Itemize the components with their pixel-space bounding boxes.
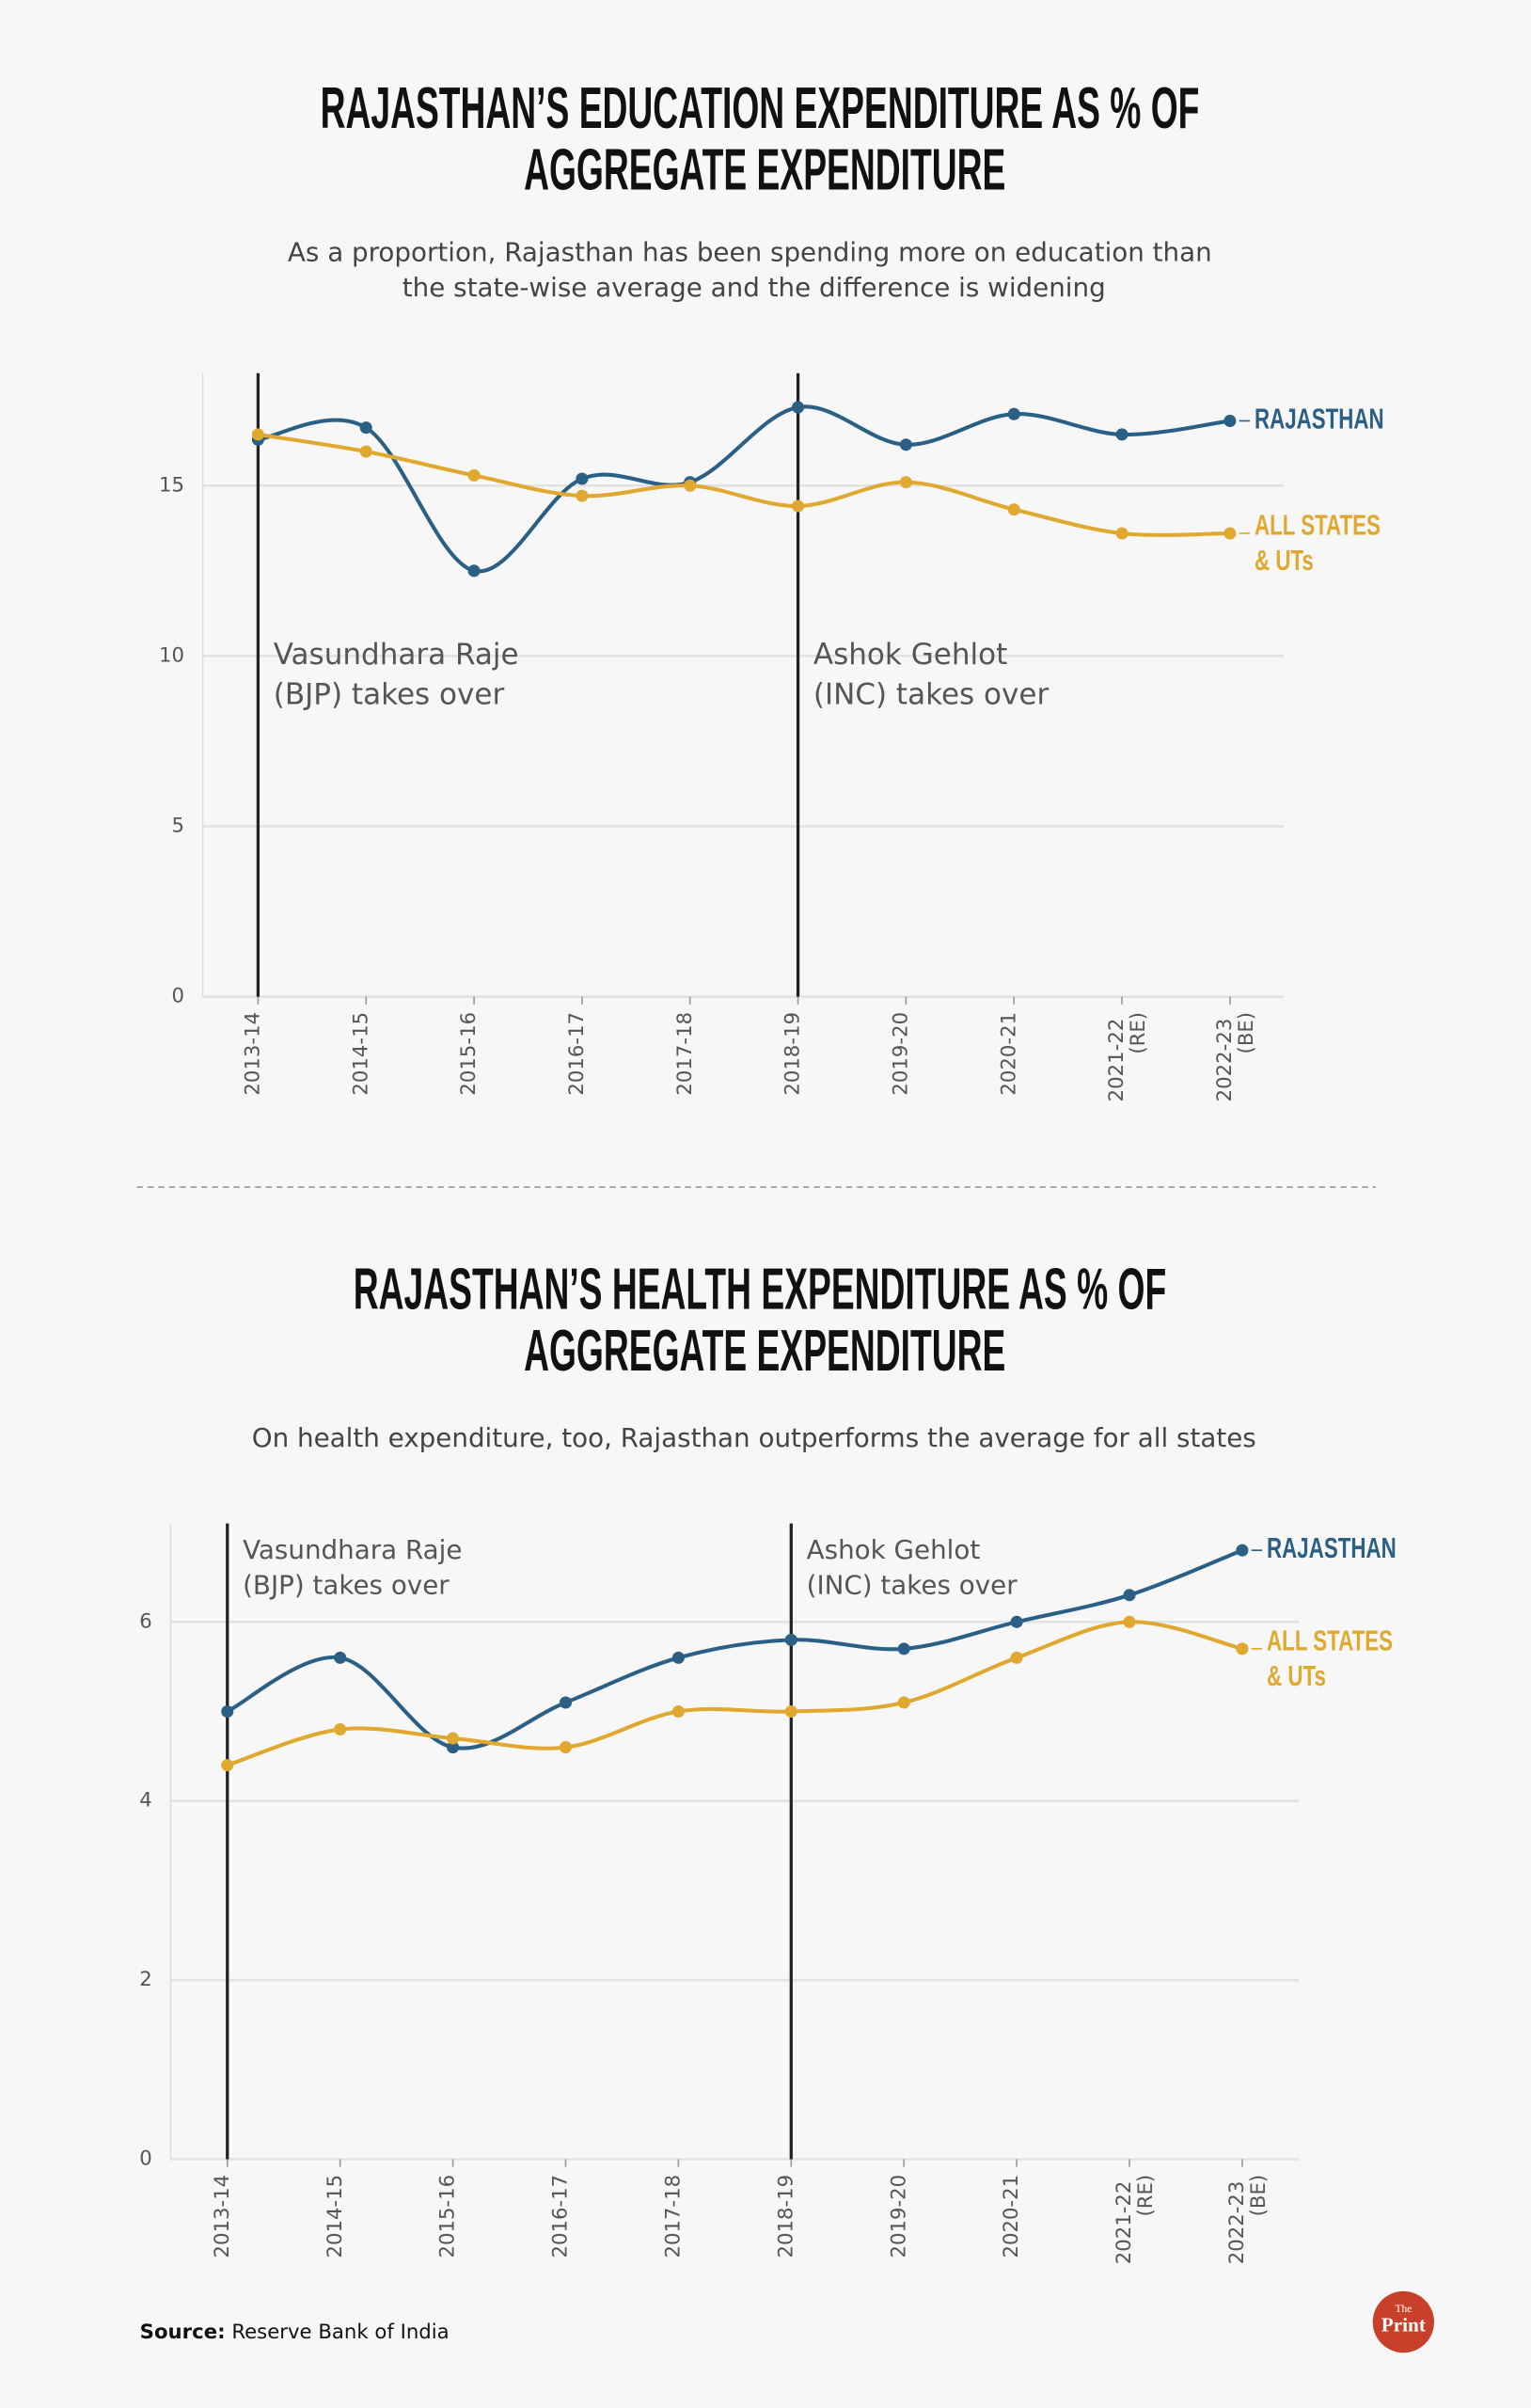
point <box>1007 503 1020 516</box>
y-tick-label: 4 <box>139 1789 152 1813</box>
point <box>897 1642 910 1656</box>
logo <box>1372 2290 1435 2353</box>
point <box>899 438 912 452</box>
series-line <box>258 432 1230 537</box>
point <box>221 1759 234 1772</box>
point <box>1123 1615 1136 1628</box>
point <box>334 1651 347 1664</box>
x-tick-label: 2016-17 <box>565 1012 589 1096</box>
point <box>1223 414 1237 427</box>
x-tick-label: 2022-23 (BE) <box>1213 1012 1258 1101</box>
source-label: Source: <box>140 2321 226 2344</box>
point <box>792 401 805 414</box>
y-tick-label: 5 <box>172 814 185 837</box>
chart-title: RAJASTHAN’S EDUCATION EXPENDITURE AS % O… <box>321 75 1209 201</box>
x-tick-label: 2015-16 <box>457 1012 481 1096</box>
series-label: RAJASTHAN <box>1255 403 1384 435</box>
logo-bottom: Print <box>1381 2313 1426 2336</box>
point <box>359 421 372 435</box>
series-line <box>226 1548 1243 1751</box>
chart-title: RAJASTHAN’S HEALTH EXPENDITURE AS % OF A… <box>354 1256 1176 1382</box>
point <box>784 1633 797 1646</box>
y-tick-label: 6 <box>139 1609 152 1633</box>
annotation: (INC) takes over <box>813 678 1050 712</box>
annotation: Vasundhara Raje <box>274 638 519 672</box>
y-tick-label: 0 <box>139 2147 152 2171</box>
x-tick-label: 2014-15 <box>349 1012 372 1096</box>
point <box>559 1741 573 1754</box>
point <box>559 1696 573 1709</box>
point <box>1115 527 1129 540</box>
x-tick-label: 2015-16 <box>436 2175 460 2258</box>
point <box>467 564 481 578</box>
x-tick-label: 2017-18 <box>661 2175 685 2258</box>
annotation: Ashok Gehlot <box>813 638 1007 672</box>
x-tick-label: 2017-18 <box>673 1012 697 1096</box>
point <box>671 1704 685 1719</box>
point <box>576 472 589 485</box>
series-label: ALL STATES & UTs <box>1267 1624 1398 1692</box>
x-tick-label: 2020-21 <box>1000 2175 1023 2258</box>
point <box>447 1732 460 1745</box>
point <box>792 499 805 513</box>
series-line <box>227 1620 1243 1767</box>
source: Source: Reserve Bank of India <box>140 2321 450 2344</box>
x-tick-label: 2013-14 <box>211 2175 234 2258</box>
logo-top: The <box>1396 2304 1413 2315</box>
x-tick-label: 2018-19 <box>781 1012 805 1096</box>
annotation: (BJP) takes over <box>243 1570 450 1601</box>
point <box>1010 1615 1023 1628</box>
source-text: Reserve Bank of India <box>231 2321 449 2344</box>
y-tick-label: 2 <box>139 1968 152 1991</box>
point <box>359 445 372 458</box>
series-label: RAJASTHAN <box>1267 1532 1397 1564</box>
point <box>576 489 589 502</box>
point <box>467 468 481 482</box>
point <box>1010 1651 1023 1664</box>
x-tick-label: 2014-15 <box>324 2175 347 2258</box>
y-tick-label: 10 <box>159 643 184 667</box>
point <box>1236 1544 1249 1557</box>
series-label: ALL STATES & UTs <box>1255 509 1386 577</box>
point <box>899 476 912 489</box>
point <box>334 1723 347 1736</box>
x-tick-label: 2018-19 <box>774 2175 797 2258</box>
y-tick-label: 15 <box>159 473 184 497</box>
point <box>1123 1589 1136 1602</box>
annotation: (INC) takes over <box>807 1570 1018 1601</box>
point <box>1223 527 1237 540</box>
y-tick-label: 0 <box>172 985 185 1008</box>
x-tick-label: 2013-14 <box>242 1012 265 1096</box>
x-tick-label: 2019-20 <box>887 2175 910 2258</box>
x-tick-label: 2019-20 <box>889 1012 912 1096</box>
x-tick-label: 2021-22 (RE) <box>1113 2175 1158 2264</box>
point <box>221 1704 234 1719</box>
point <box>784 1704 797 1719</box>
series-line <box>258 404 1231 574</box>
point <box>671 1651 685 1664</box>
point <box>1236 1642 1249 1656</box>
annotation: Vasundhara Raje <box>243 1534 462 1565</box>
point <box>251 428 264 441</box>
x-tick-label: 2020-21 <box>997 1012 1020 1096</box>
chart-subtitle: On health expenditure, too, Rajasthan ou… <box>252 1422 1256 1453</box>
annotation: Ashok Gehlot <box>807 1534 981 1565</box>
annotation: (BJP) takes over <box>274 678 505 712</box>
x-tick-label: 2022-23 (BE) <box>1225 2175 1271 2264</box>
point <box>1007 407 1020 420</box>
chart-subtitle: As a proportion, Rajasthan has been spen… <box>288 236 1221 303</box>
point <box>447 1741 460 1754</box>
x-tick-label: 2021-22 (RE) <box>1105 1012 1150 1101</box>
point <box>897 1696 910 1709</box>
point <box>1115 428 1129 441</box>
x-tick-label: 2016-17 <box>549 2175 573 2258</box>
point <box>684 479 697 492</box>
